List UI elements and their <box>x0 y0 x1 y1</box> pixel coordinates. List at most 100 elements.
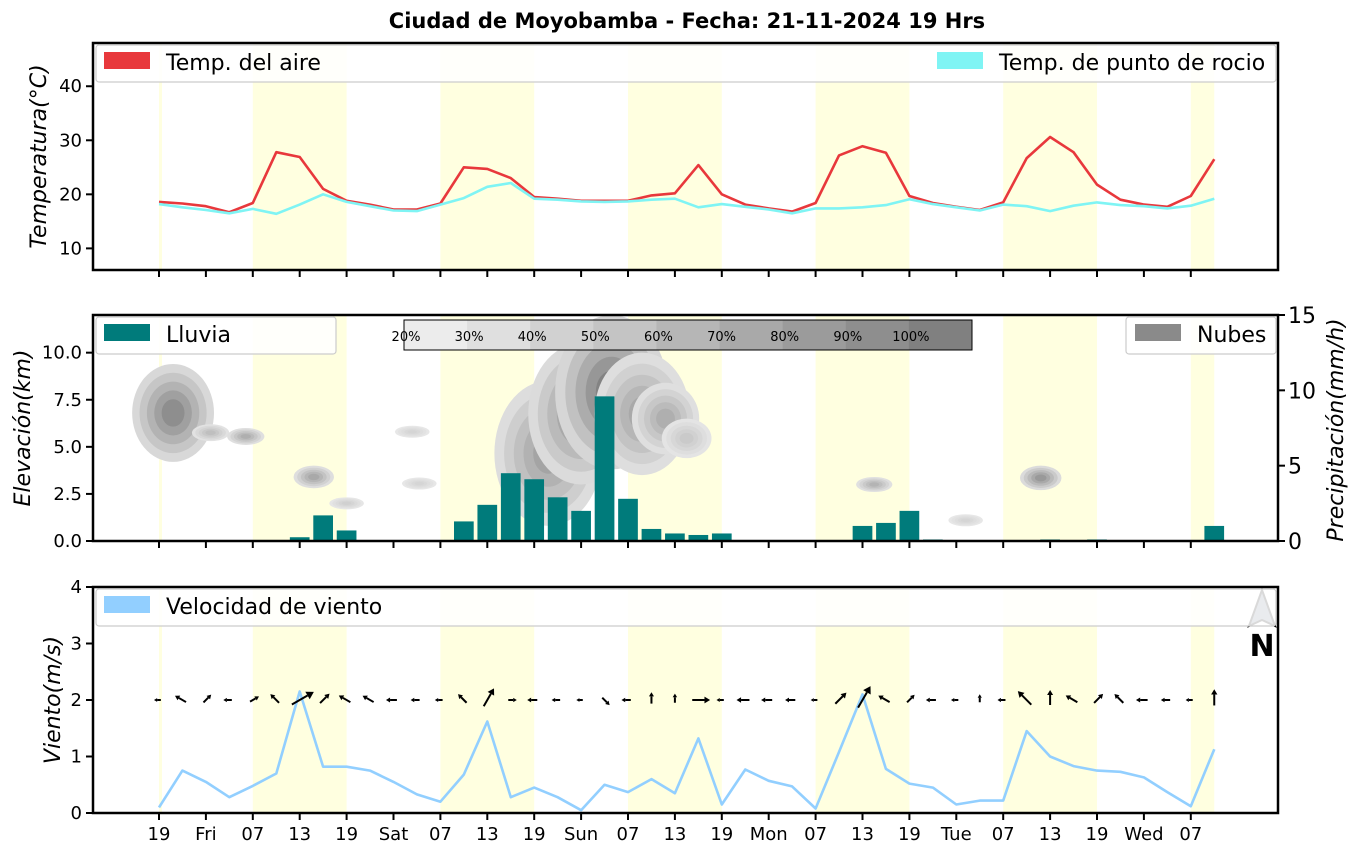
legend-rain-swatch <box>104 324 150 341</box>
wind-direction-arrow <box>175 696 186 702</box>
colorbar-label: 80% <box>770 330 799 345</box>
y-right-tick-label: 5 <box>1288 455 1302 480</box>
x-tick-label: 07 <box>804 824 827 845</box>
y-axis-label: Temperatura(°C) <box>27 64 52 248</box>
y-tick-label: 40 <box>59 76 82 97</box>
colorbar-label: 70% <box>707 330 736 345</box>
x-tick-label: 19 <box>148 824 171 845</box>
x-tick-label: 13 <box>851 824 874 845</box>
x-tick-label: 19 <box>523 824 546 845</box>
y-tick-label: 4 <box>71 577 82 598</box>
wind-direction-arrow <box>411 698 420 702</box>
cloud-contour <box>162 399 185 426</box>
rain-bar <box>595 396 615 541</box>
y-axis-label: Viento(m/s) <box>41 636 66 764</box>
x-tick-label: 07 <box>241 824 264 845</box>
x-tick-label: 13 <box>288 824 311 845</box>
cloud-contour <box>961 519 971 522</box>
x-tick-label: 19 <box>1086 824 1109 845</box>
wind-arrow-shaft <box>179 698 186 702</box>
chart-title: Ciudad de Moyobamba - Fecha: 21-11-2024 … <box>389 9 985 33</box>
y-tick-label: 0.0 <box>53 531 82 552</box>
wind-arrow-head <box>154 698 157 702</box>
cloud-contour <box>308 474 319 480</box>
colorbar-label: 100% <box>892 330 929 345</box>
wind-arrow-head <box>761 698 765 703</box>
x-tick-label: 13 <box>1039 824 1062 845</box>
legend-clouds-label: Nubes <box>1197 323 1266 348</box>
daylight-band <box>1003 315 1097 541</box>
wind-arrow-head <box>811 698 814 702</box>
wind-direction-arrow <box>761 698 772 703</box>
wind-direction-arrow <box>223 698 232 702</box>
x-tick-label: Wed <box>1124 824 1163 845</box>
x-tick-label: Tue <box>940 824 972 845</box>
colorbar-label: 90% <box>833 330 862 345</box>
y-tick-label: 10 <box>59 238 82 259</box>
wind-arrow-head <box>435 698 438 702</box>
wind-arrow-head <box>1161 698 1165 702</box>
colorbar-label: 50% <box>581 330 610 345</box>
rain-bar <box>571 511 591 541</box>
colorbar-label: 30% <box>455 330 484 345</box>
y-tick-label: 2.5 <box>53 484 82 505</box>
rain-bar <box>524 479 544 541</box>
wind-arrow-shaft <box>1118 697 1124 703</box>
x-tick-label: 13 <box>476 824 499 845</box>
cloud-contour <box>407 430 417 433</box>
x-tick-label: 19 <box>710 824 733 845</box>
rain-bar <box>1204 526 1224 541</box>
rain-bar <box>477 505 497 541</box>
wind-direction-arrow <box>1136 697 1148 702</box>
x-tick-label: Mon <box>750 824 788 845</box>
legend-air-temp-label: Temp. del aire <box>165 51 321 76</box>
y-tick-label: 2 <box>71 690 82 711</box>
rain-bar <box>454 521 474 541</box>
x-tick-label: 19 <box>898 824 921 845</box>
wind-arrow-shaft <box>602 698 607 703</box>
wind-arrow-head <box>576 698 579 702</box>
wind-arrow-head <box>926 698 930 703</box>
wind-direction-arrow <box>576 698 582 702</box>
rain-bar <box>642 529 662 541</box>
wind-direction-arrow <box>737 697 750 702</box>
y-axis-label: Elevación(km) <box>11 350 36 507</box>
wind-arrow-head <box>621 698 625 702</box>
wind-arrow-head <box>223 698 227 702</box>
y-tick-label: 3 <box>71 634 82 655</box>
y-tick-label: 1 <box>71 747 82 768</box>
cloud-contour <box>342 502 352 505</box>
y-right-tick-label: 15 <box>1288 304 1316 329</box>
x-tick-label: 19 <box>335 824 358 845</box>
wind-direction-arrow <box>926 698 936 703</box>
x-tick-label: 07 <box>429 824 452 845</box>
x-tick-label: 07 <box>1179 824 1202 845</box>
wind-arrow-head <box>552 698 556 702</box>
rain-bar <box>337 530 357 541</box>
y-right-axis-label: Precipitación(mm/h) <box>1324 318 1349 541</box>
legend-wind-label: Velocidad de viento <box>166 595 382 620</box>
x-tick-label: 07 <box>617 824 640 845</box>
rain-bar <box>313 515 333 541</box>
y-tick-label: 30 <box>59 130 82 151</box>
rain-bar <box>853 526 873 541</box>
cloud-contour <box>869 482 879 486</box>
x-tick-label: 13 <box>663 824 686 845</box>
wind-arrow-head <box>978 694 982 697</box>
colorbar-label: 40% <box>518 330 547 345</box>
rain-bar <box>501 473 521 541</box>
legend-clouds-swatch <box>1135 324 1181 341</box>
legend-dew-point-label: Temp. de punto de rocio <box>998 51 1265 76</box>
wind-direction-arrow <box>951 698 958 702</box>
wind-arrow-head <box>1186 698 1189 702</box>
colorbar-label: 60% <box>644 330 673 345</box>
y-right-tick-label: 10 <box>1288 379 1316 404</box>
wind-direction-arrow <box>1114 694 1123 703</box>
colorbar-label: 20% <box>392 330 421 345</box>
wind-direction-arrow <box>785 698 795 703</box>
wind-direction-arrow <box>552 698 561 702</box>
rain-bar <box>618 499 638 541</box>
wind-arrow-head <box>1136 697 1140 702</box>
wind-arrow-head <box>386 698 390 703</box>
